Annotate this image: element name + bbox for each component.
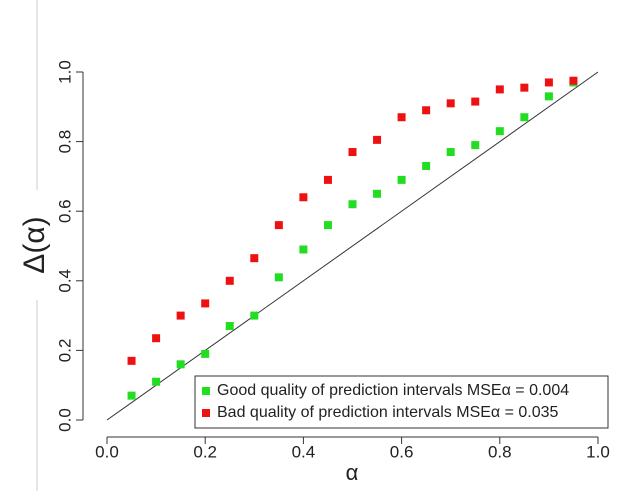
point xyxy=(397,175,406,184)
point xyxy=(544,92,553,101)
point xyxy=(373,135,382,144)
point xyxy=(323,175,332,184)
x-tick-label: 1.0 xyxy=(586,442,610,461)
point xyxy=(274,273,283,282)
point xyxy=(225,322,234,331)
legend-label: Bad quality of prediction intervals MSEα… xyxy=(217,404,559,421)
y-tick-label: 0.4 xyxy=(55,269,74,293)
point xyxy=(348,200,357,209)
point xyxy=(152,334,161,343)
point xyxy=(299,245,308,254)
point xyxy=(495,85,504,94)
point xyxy=(274,221,283,230)
x-tick-label: 0.4 xyxy=(292,442,316,461)
y-axis-label: Δ(α) xyxy=(18,216,51,273)
legend-label: Good quality of prediction intervals MSE… xyxy=(217,382,569,399)
y-tick-label: 0.8 xyxy=(55,130,74,154)
y-tick-label: 0.2 xyxy=(55,339,74,363)
point xyxy=(544,78,553,87)
point xyxy=(250,254,259,263)
point xyxy=(495,127,504,136)
x-axis-label: α xyxy=(346,460,359,485)
point xyxy=(446,148,455,157)
point xyxy=(520,113,529,122)
y-tick-label: 1.0 xyxy=(55,60,74,84)
legend-box xyxy=(194,375,609,429)
y-tick-label: 0.0 xyxy=(55,408,74,432)
point xyxy=(127,356,136,365)
x-tick-label: 0.2 xyxy=(193,442,217,461)
point xyxy=(225,276,234,285)
x-tick-label: 0.0 xyxy=(95,442,119,461)
point xyxy=(176,311,185,320)
point xyxy=(373,189,382,198)
point xyxy=(422,161,431,170)
point xyxy=(176,360,185,369)
point xyxy=(299,193,308,202)
point xyxy=(323,221,332,230)
legend-marker xyxy=(202,409,210,417)
point xyxy=(471,141,480,150)
diagonal xyxy=(106,71,599,421)
point xyxy=(348,148,357,157)
point xyxy=(471,97,480,106)
point xyxy=(250,311,259,320)
point xyxy=(520,83,529,92)
x-tick-label: 0.8 xyxy=(488,442,512,461)
legend-marker xyxy=(202,387,210,395)
point xyxy=(446,99,455,108)
point xyxy=(201,349,210,358)
point xyxy=(422,106,431,115)
point xyxy=(127,391,136,400)
point xyxy=(201,299,210,308)
point xyxy=(569,76,578,85)
point xyxy=(152,377,161,386)
point xyxy=(397,113,406,122)
y-tick-label: 0.6 xyxy=(55,199,74,223)
x-tick-label: 0.6 xyxy=(390,442,414,461)
